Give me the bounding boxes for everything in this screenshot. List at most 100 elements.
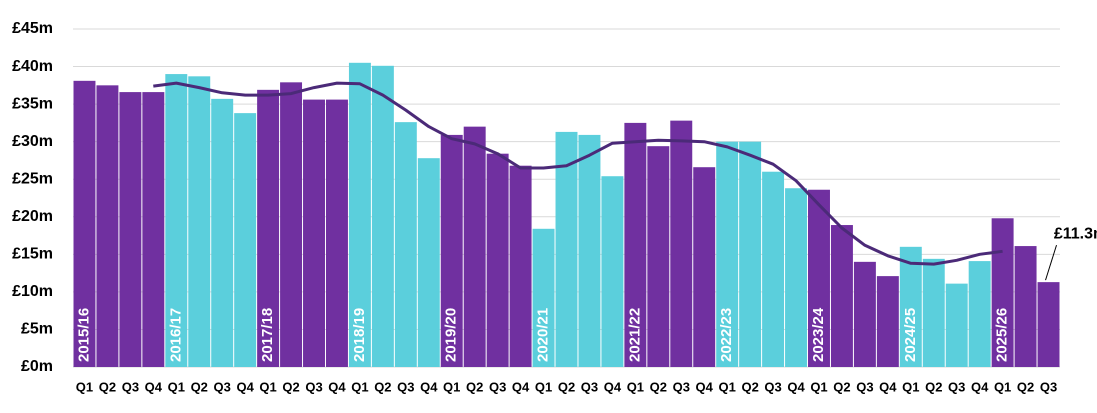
bar	[785, 188, 808, 367]
bar	[303, 99, 325, 368]
year-label: 2019/20	[443, 308, 460, 362]
x-tick-label: Q4	[787, 379, 805, 394]
x-tick-label: Q4	[604, 379, 622, 394]
bar	[440, 134, 463, 367]
annotation-leader	[1045, 244, 1058, 281]
y-tick-label: £40m	[12, 58, 53, 75]
x-tick-label: Q1	[535, 379, 552, 394]
year-label: 2022/23	[718, 308, 735, 362]
bar	[142, 92, 165, 368]
x-tick-label: Q2	[925, 379, 942, 394]
bar	[991, 218, 1014, 367]
x-tick-label: Q3	[581, 379, 598, 394]
bar	[853, 261, 876, 367]
bar	[624, 122, 647, 367]
x-tick-label: Q2	[741, 379, 758, 394]
x-tick-label: Q3	[489, 379, 506, 394]
x-tick-label: Q2	[99, 379, 116, 394]
year-label: 2025/26	[994, 308, 1011, 362]
bar	[417, 158, 440, 367]
year-label: 2017/18	[259, 308, 276, 362]
bar	[257, 89, 280, 367]
x-tick-label: Q2	[282, 379, 299, 394]
bar	[647, 146, 670, 367]
bar	[578, 134, 601, 367]
x-tick-label: Q2	[191, 379, 208, 394]
x-tick-label: Q1	[810, 379, 827, 394]
bar	[876, 276, 899, 367]
bar	[762, 171, 785, 367]
bar	[280, 82, 303, 367]
bar	[899, 246, 922, 367]
bar	[968, 261, 991, 367]
x-tick-label: Q4	[236, 379, 254, 394]
year-label: 2018/19	[351, 308, 368, 362]
x-tick-label: Q1	[443, 379, 460, 394]
value-label: £11.3m	[1054, 225, 1097, 242]
x-tick-label: Q3	[122, 379, 139, 394]
bar	[211, 98, 234, 367]
x-tick-label: Q1	[168, 379, 185, 394]
x-tick-label: Q3	[673, 379, 690, 394]
x-tick-label: Q3	[856, 379, 873, 394]
bar	[693, 167, 716, 367]
bar	[348, 62, 371, 368]
bar	[394, 122, 417, 367]
year-label: 2015/16	[75, 308, 92, 362]
y-tick-label: £20m	[12, 208, 53, 225]
bar	[371, 65, 394, 367]
y-tick-label: £15m	[12, 246, 53, 263]
x-tick-label: Q3	[305, 379, 322, 394]
y-tick-label: £35m	[12, 95, 53, 112]
y-tick-label: £5m	[21, 321, 53, 338]
bar	[808, 189, 830, 367]
x-tick-label: Q4	[971, 379, 989, 394]
bar	[830, 225, 853, 367]
y-tick-label: £45m	[12, 20, 53, 37]
x-tick-label: Q4	[420, 379, 438, 394]
x-tick-label: Q4	[879, 379, 897, 394]
x-tick-label: Q4	[696, 379, 714, 394]
x-tick-label: Q1	[719, 379, 736, 394]
bar	[532, 228, 555, 367]
bar	[509, 165, 532, 367]
y-tick-label: £0m	[21, 358, 53, 375]
x-tick-label: Q4	[328, 379, 346, 394]
year-label: 2023/24	[810, 307, 827, 362]
x-tick-label: Q4	[145, 379, 163, 394]
x-tick-label: Q2	[558, 379, 575, 394]
bar	[601, 176, 624, 367]
y-tick-label: £30m	[12, 133, 53, 150]
moving-average-line	[153, 81, 1003, 266]
bar	[670, 120, 693, 367]
bar	[486, 153, 509, 367]
x-tick-label: Q1	[259, 379, 276, 394]
x-tick-label: Q3	[764, 379, 781, 394]
x-tick-label: Q3	[397, 379, 414, 394]
x-tick-label: Q3	[1040, 379, 1057, 394]
year-label: 2021/22	[626, 308, 643, 362]
x-tick-label: Q4	[512, 379, 530, 394]
bar	[555, 131, 578, 367]
x-tick-label: Q2	[1017, 379, 1034, 394]
bar	[325, 99, 348, 368]
bar	[96, 85, 119, 367]
x-tick-label: Q1	[902, 379, 919, 394]
x-tick-label: Q1	[627, 379, 644, 394]
x-tick-label: Q1	[351, 379, 368, 394]
x-tick-label: Q2	[374, 379, 391, 394]
y-tick-label: £25m	[12, 170, 53, 187]
year-label: 2020/21	[535, 308, 552, 362]
x-tick-label: Q1	[76, 379, 93, 394]
bar	[165, 74, 188, 368]
x-tick-label: Q3	[948, 379, 965, 394]
year-label: 2016/17	[167, 308, 184, 362]
x-tick-label: Q2	[650, 379, 667, 394]
x-tick-label: Q3	[214, 379, 231, 394]
year-label: 2024/25	[902, 308, 919, 362]
bar	[716, 141, 739, 367]
bar	[1014, 246, 1037, 367]
bar	[463, 126, 486, 368]
bar	[945, 283, 968, 367]
